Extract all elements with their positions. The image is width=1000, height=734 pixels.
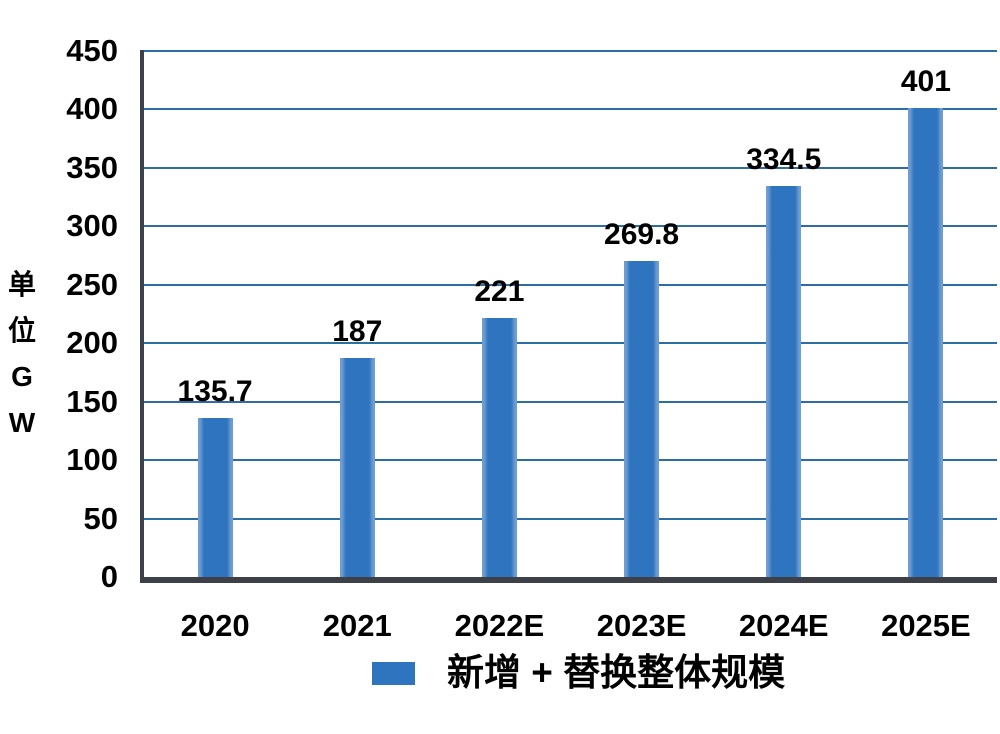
gridline: [144, 517, 997, 520]
y-tick-label: 200: [66, 325, 118, 360]
bar-value-label: 401: [900, 64, 951, 98]
legend: 新增 + 替换整体规模: [372, 651, 785, 695]
gridline: [144, 459, 997, 461]
x-axis-label: 2022E: [454, 608, 545, 643]
gridline: [144, 49, 997, 52]
bar: [197, 418, 233, 577]
x-axis-label: 2023E: [596, 608, 687, 643]
bar-value-label: 269.8: [604, 218, 680, 252]
x-axis-label: 2020: [180, 608, 250, 643]
y-tick-label: 300: [66, 208, 118, 243]
x-axis-label: 2024E: [738, 608, 829, 643]
y-axis-title-char: G: [11, 361, 33, 392]
bar: [908, 107, 944, 577]
bar-value-label: 187: [332, 315, 383, 349]
y-tick-label: 100: [66, 442, 118, 477]
gridline: [144, 400, 997, 403]
bar-value-label: 334.5: [746, 142, 822, 176]
x-axis-label: 2021: [322, 608, 392, 643]
y-tick-label: 400: [66, 91, 118, 126]
bar: [766, 185, 802, 577]
bar: [481, 318, 517, 577]
gridline: [144, 283, 997, 286]
y-tick-label: 150: [66, 383, 118, 419]
y-axis-line: [140, 50, 144, 583]
y-tick-label: 450: [66, 32, 118, 68]
y-tick-label: 250: [66, 266, 118, 302]
y-axis-title-char: 单: [7, 269, 36, 300]
y-axis-title-char: W: [8, 407, 36, 438]
gridline: [144, 225, 997, 227]
gridline: [144, 108, 997, 110]
y-axis-title-char: 位: [7, 315, 36, 346]
x-axis-label: 2025E: [881, 608, 971, 643]
legend-marker: [372, 661, 415, 685]
gridline: [144, 342, 997, 344]
bar-value-label: 221: [474, 275, 525, 309]
bar: [624, 261, 660, 577]
gridline: [144, 166, 997, 169]
x-axis-line: [140, 577, 997, 583]
bar-value-label: 135.7: [177, 375, 253, 409]
y-tick-label: 350: [66, 149, 118, 185]
legend-label: 新增 + 替换整体规模: [447, 652, 786, 693]
y-tick-label: 0: [100, 559, 118, 594]
bar: [339, 358, 375, 577]
y-tick-label: 50: [83, 500, 118, 536]
